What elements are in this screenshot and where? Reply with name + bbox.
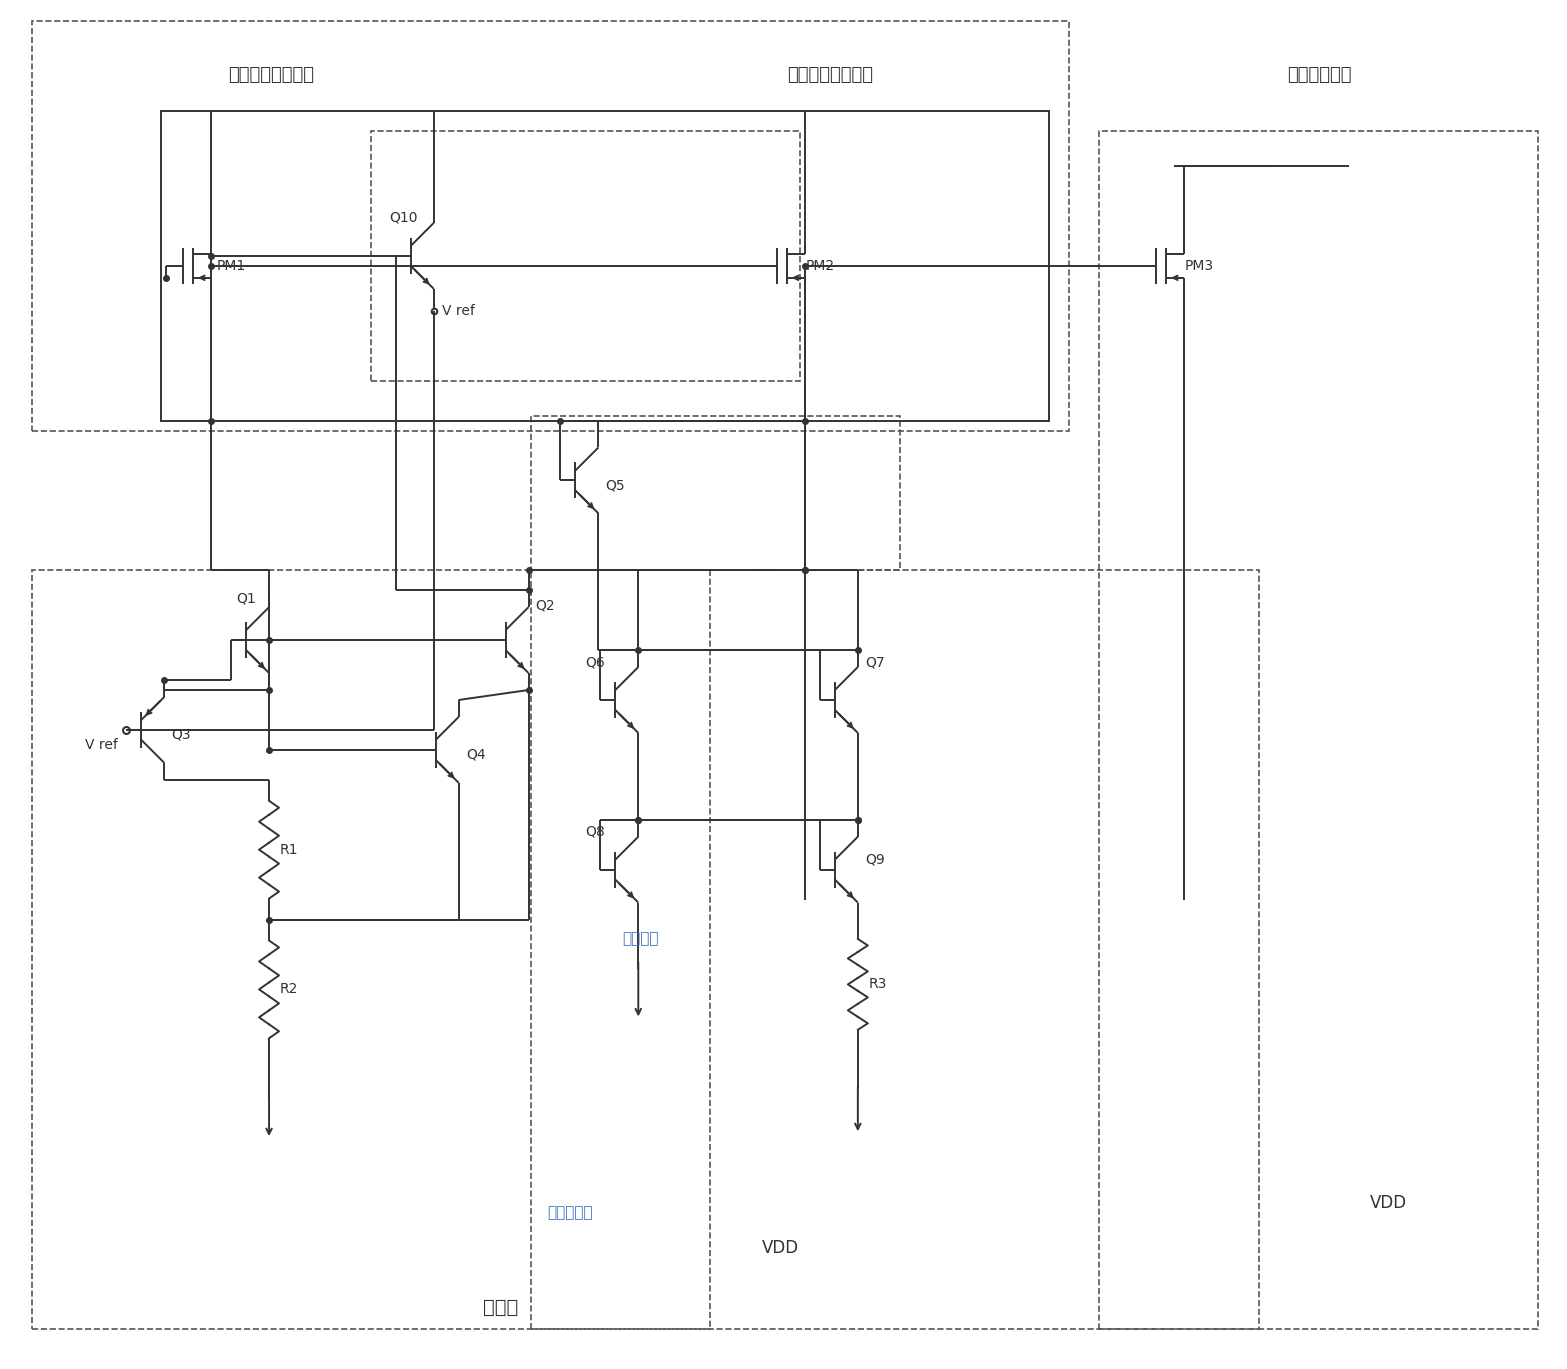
Text: Q8: Q8 [586,824,605,839]
Text: Q6: Q6 [586,654,605,669]
Text: 负反馈单元: 负反馈单元 [547,1206,594,1220]
Text: VDD: VDD [762,1239,799,1257]
Text: 偏置电路单元: 偏置电路单元 [1287,66,1351,85]
Bar [1100,131,1539,1329]
Bar [371,131,801,381]
Text: R2: R2 [280,983,298,997]
Bar [31,22,1069,430]
Text: 交叉耦合四管单元: 交叉耦合四管单元 [787,66,873,85]
Text: Q2: Q2 [536,598,555,612]
Bar [531,416,899,571]
Text: R3: R3 [868,977,887,991]
Text: Q9: Q9 [865,853,885,867]
Text: Q4: Q4 [465,747,486,763]
Text: VDD: VDD [1370,1194,1407,1212]
Text: PM3: PM3 [1185,259,1214,272]
Text: Q5: Q5 [605,478,625,493]
Text: 基准电压产生单元: 基准电压产生单元 [229,66,313,85]
Text: 电流镜: 电流镜 [483,1298,519,1317]
Text: R1: R1 [280,843,298,857]
Text: PM1: PM1 [216,259,246,272]
Text: V ref: V ref [85,738,118,752]
Text: Q10: Q10 [390,211,418,225]
Text: Q7: Q7 [865,654,885,669]
Bar [531,571,1258,1329]
Bar [31,571,710,1329]
Text: Q3: Q3 [171,728,191,742]
Bar [161,111,1050,420]
Text: 电流补偿: 电流补偿 [622,931,658,946]
Text: PM2: PM2 [805,259,835,272]
Text: V ref: V ref [442,304,475,318]
Text: Q1: Q1 [237,591,255,605]
